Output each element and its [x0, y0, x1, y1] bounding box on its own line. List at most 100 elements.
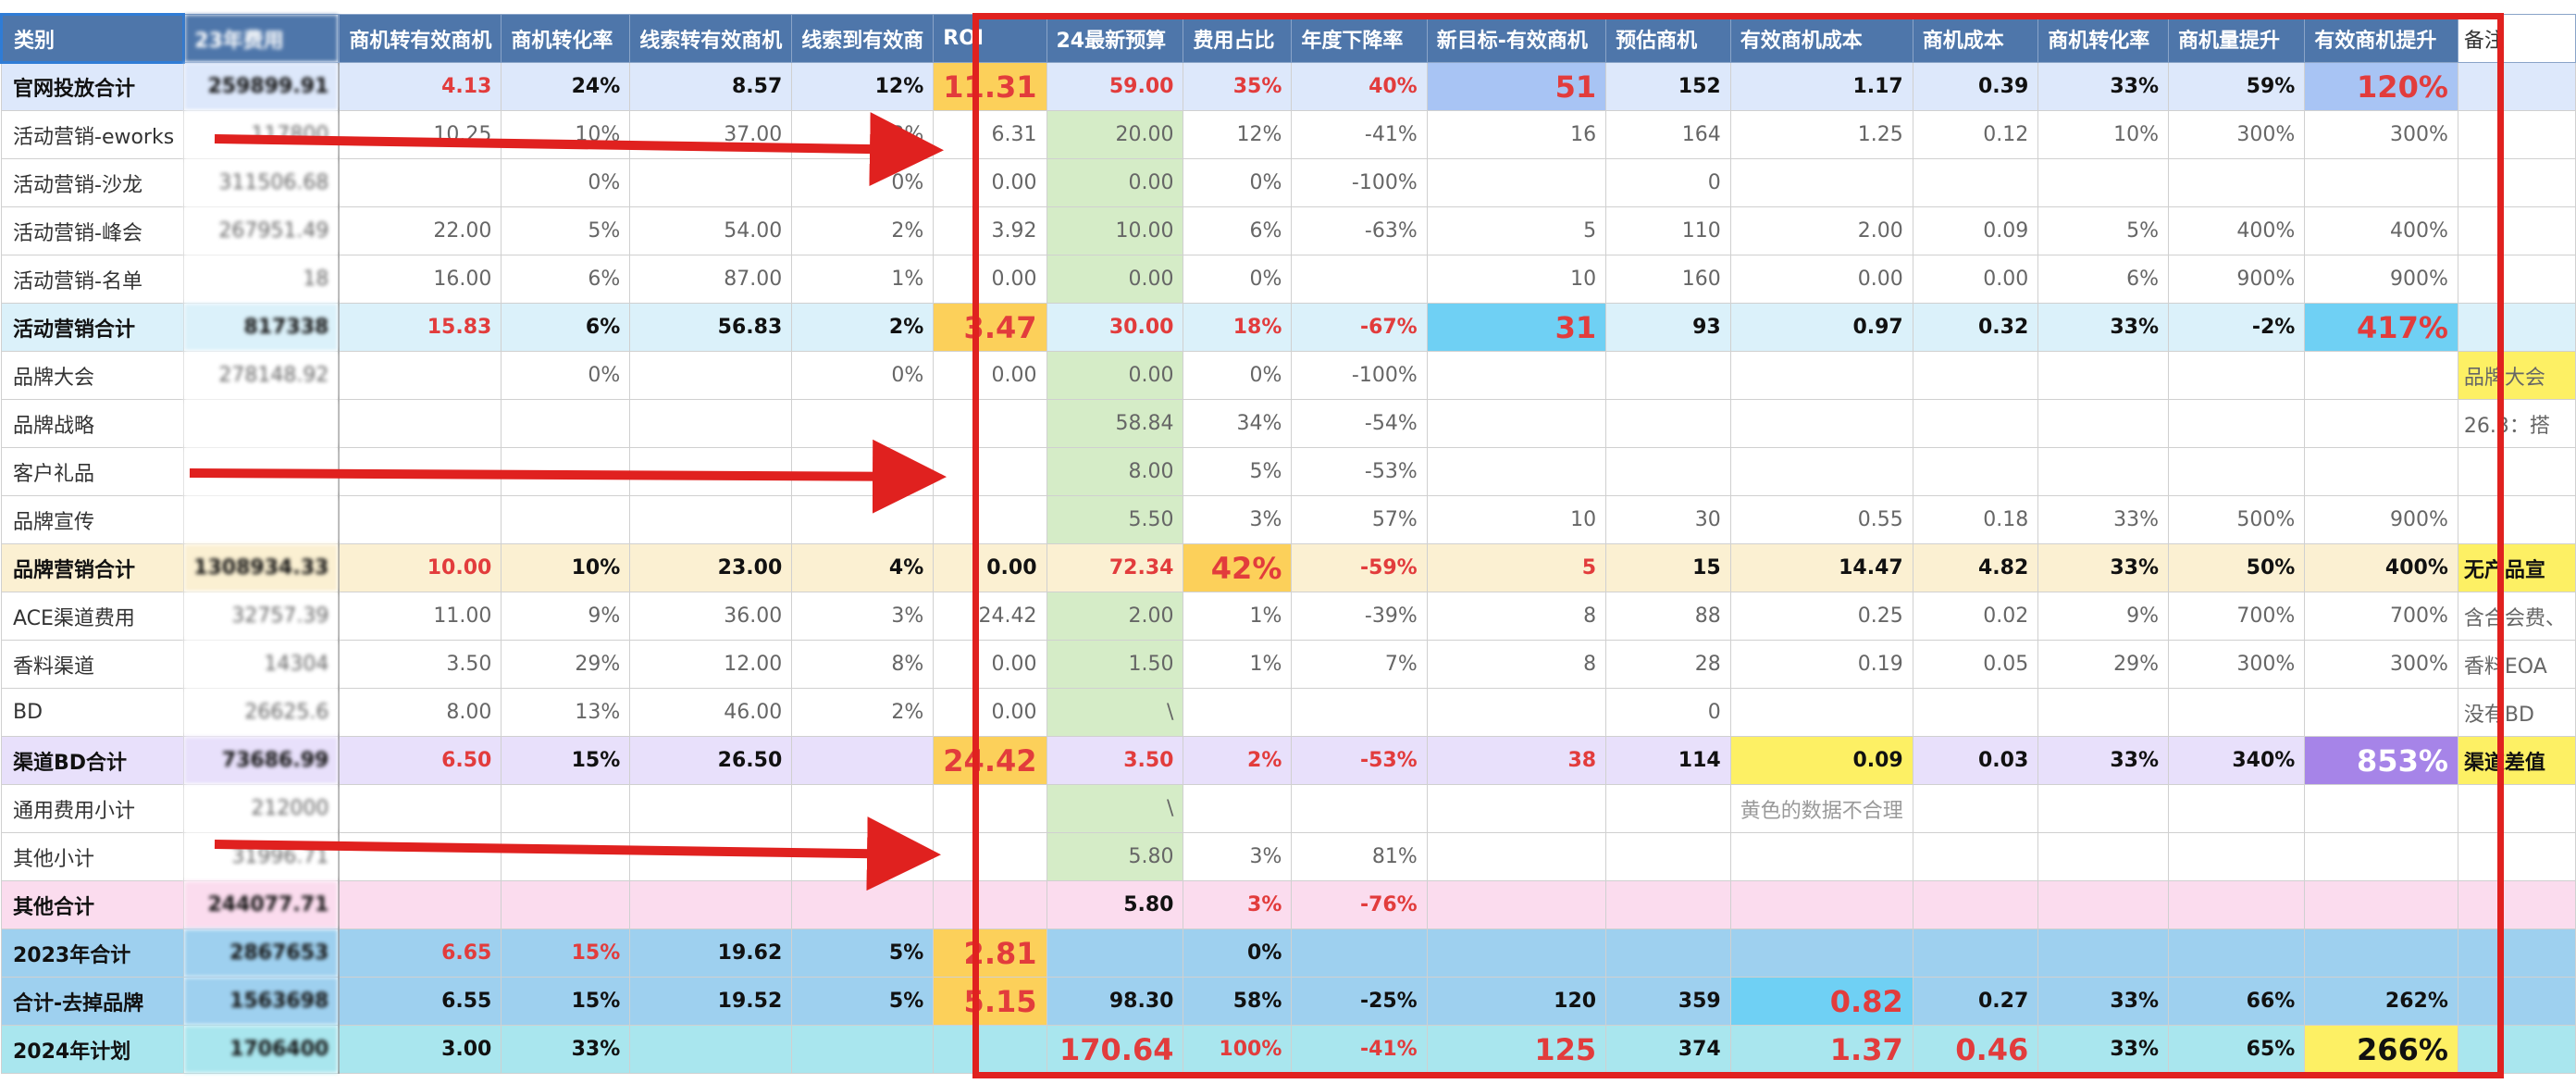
table-cell[interactable]	[933, 880, 1047, 929]
table-cell[interactable]: 38	[1426, 736, 1607, 785]
table-cell[interactable]	[183, 447, 341, 496]
table-cell[interactable]: 4%	[791, 543, 935, 592]
table-cell[interactable]	[2168, 832, 2306, 881]
table-cell[interactable]: 0%	[791, 351, 935, 400]
table-cell[interactable]: 4.82	[1912, 543, 2039, 592]
table-cell[interactable]	[1046, 928, 1184, 978]
table-cell[interactable]: 1%	[1183, 592, 1293, 641]
table-cell[interactable]: 0.00	[933, 255, 1047, 304]
table-cell[interactable]: -53%	[1291, 447, 1428, 496]
table-cell[interactable]: 其他合计	[0, 880, 185, 929]
table-cell[interactable]: 0.97	[1729, 303, 1913, 352]
table-cell[interactable]	[1912, 784, 2039, 833]
table-cell[interactable]: 3.00	[338, 1025, 502, 1074]
table-cell[interactable]: 8.57	[629, 62, 793, 111]
table-cell[interactable]	[501, 880, 631, 929]
table-cell[interactable]	[1426, 688, 1607, 737]
table-cell[interactable]	[629, 495, 793, 544]
table-cell[interactable]: 73686.99	[183, 736, 341, 785]
table-cell[interactable]: 1563698	[183, 977, 341, 1026]
table-cell[interactable]: 72.34	[1046, 543, 1184, 592]
table-cell[interactable]	[1912, 880, 2039, 929]
column-header[interactable]: 商机量提升	[2168, 14, 2306, 63]
column-header[interactable]: 有效商机提升	[2304, 14, 2458, 63]
table-cell[interactable]: 0.00	[933, 158, 1047, 207]
table-cell[interactable]: 8.00	[1046, 447, 1184, 496]
table-cell[interactable]: 33%	[2037, 736, 2170, 785]
table-cell[interactable]	[791, 495, 935, 544]
table-cell[interactable]: 5%	[1183, 447, 1293, 496]
table-cell[interactable]	[2037, 784, 2170, 833]
table-cell[interactable]: 2023年合计	[0, 928, 185, 978]
table-cell[interactable]	[2304, 158, 2458, 207]
table-cell[interactable]: 42%	[1183, 543, 1293, 592]
table-cell[interactable]	[1291, 784, 1428, 833]
table-cell[interactable]: 2%	[791, 206, 935, 255]
table-cell[interactable]	[2037, 928, 2170, 978]
table-cell[interactable]: 0.46	[1912, 1025, 2039, 1074]
table-cell[interactable]: 5%	[791, 928, 935, 978]
table-cell[interactable]: 5%	[2037, 206, 2170, 255]
table-cell[interactable]	[2457, 928, 2576, 978]
table-cell[interactable]	[1605, 399, 1731, 448]
table-cell[interactable]: 0%	[1183, 158, 1293, 207]
table-cell[interactable]: 9%	[501, 592, 631, 641]
table-cell[interactable]: 3%	[791, 592, 935, 641]
table-cell[interactable]: 0.00	[1912, 255, 2039, 304]
table-cell[interactable]: 33%	[2037, 977, 2170, 1026]
table-cell[interactable]: 5.50	[1046, 495, 1184, 544]
table-cell[interactable]	[501, 784, 631, 833]
table-cell[interactable]	[2168, 447, 2306, 496]
table-cell[interactable]: 6%	[501, 255, 631, 304]
table-cell[interactable]: 6.65	[338, 928, 502, 978]
table-cell[interactable]: 30	[1605, 495, 1731, 544]
table-cell[interactable]: -100%	[1291, 158, 1428, 207]
table-cell[interactable]: 170.64	[1046, 1025, 1184, 1074]
table-cell[interactable]: 品牌营销合计	[0, 543, 185, 592]
table-cell[interactable]: 6%	[2037, 255, 2170, 304]
table-cell[interactable]	[2168, 399, 2306, 448]
table-cell[interactable]: 0%	[1183, 351, 1293, 400]
table-cell[interactable]: 1.25	[1729, 110, 1913, 159]
table-cell[interactable]: 24%	[501, 62, 631, 111]
table-cell[interactable]	[629, 447, 793, 496]
table-cell[interactable]: 8	[1426, 640, 1607, 689]
table-cell[interactable]: 2%	[791, 688, 935, 737]
table-cell[interactable]: 合计-去掉品牌	[0, 977, 185, 1026]
table-cell[interactable]: 6%	[1183, 206, 1293, 255]
table-cell[interactable]	[2037, 351, 2170, 400]
column-header[interactable]: 新目标-有效商机	[1426, 14, 1607, 63]
table-cell[interactable]: 品牌大会	[2457, 351, 2576, 400]
table-cell[interactable]	[2457, 303, 2576, 352]
table-cell[interactable]: 5	[1426, 543, 1607, 592]
table-cell[interactable]: 12.00	[629, 640, 793, 689]
table-cell[interactable]: 417%	[2304, 303, 2458, 352]
table-cell[interactable]: 香料渠道	[0, 640, 185, 689]
table-cell[interactable]: 18%	[1183, 303, 1293, 352]
table-cell[interactable]: 6%	[501, 303, 631, 352]
table-cell[interactable]: 66%	[2168, 977, 2306, 1026]
table-cell[interactable]: 12%	[791, 62, 935, 111]
column-header[interactable]: ROI	[933, 14, 1047, 63]
table-cell[interactable]: -63%	[1291, 206, 1428, 255]
table-cell[interactable]: 3.50	[338, 640, 502, 689]
table-cell[interactable]: 11.31	[933, 62, 1047, 111]
table-cell[interactable]	[1729, 832, 1913, 881]
column-header[interactable]: 23年费用	[183, 14, 341, 63]
table-cell[interactable]	[933, 832, 1047, 881]
table-cell[interactable]: 0.09	[1729, 736, 1913, 785]
table-cell[interactable]: 900%	[2168, 255, 2306, 304]
table-cell[interactable]	[2457, 447, 2576, 496]
table-cell[interactable]	[338, 784, 502, 833]
table-cell[interactable]: 19.62	[629, 928, 793, 978]
table-cell[interactable]	[1426, 399, 1607, 448]
table-cell[interactable]: 500%	[2168, 495, 2306, 544]
table-cell[interactable]	[2037, 399, 2170, 448]
table-cell[interactable]: 香料EOA	[2457, 640, 2576, 689]
table-cell[interactable]	[501, 495, 631, 544]
table-cell[interactable]	[1426, 351, 1607, 400]
table-cell[interactable]: 0.19	[1729, 640, 1913, 689]
table-cell[interactable]: -53%	[1291, 736, 1428, 785]
table-cell[interactable]	[183, 495, 341, 544]
table-cell[interactable]	[1729, 399, 1913, 448]
